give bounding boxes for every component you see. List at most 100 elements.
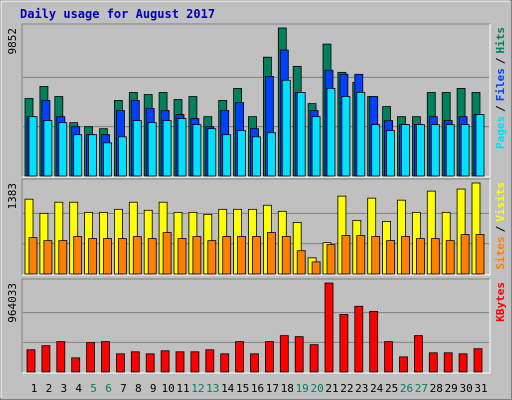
- bar: [339, 313, 349, 373]
- bar: [86, 342, 95, 373]
- legend-entry: Hits: [494, 27, 507, 54]
- x-tick-label: 9: [150, 382, 157, 395]
- panel-edge: [22, 279, 491, 374]
- panel-edge: [21, 178, 490, 275]
- bar: [458, 353, 468, 373]
- x-tick-label: 28: [430, 382, 443, 395]
- bar: [56, 341, 66, 373]
- legend-entry: Pages: [494, 116, 507, 149]
- bar: [281, 236, 291, 275]
- bar: [28, 237, 38, 275]
- bar: [177, 118, 187, 177]
- x-tick-label: 31: [474, 382, 487, 395]
- bar: [103, 238, 112, 275]
- bar: [130, 351, 140, 373]
- legend-separator: /: [494, 105, 507, 112]
- bar: [326, 244, 336, 275]
- x-tick-label: 4: [75, 382, 82, 395]
- bar: [222, 134, 232, 177]
- bar: [220, 353, 230, 373]
- bar: [101, 341, 110, 373]
- bar: [371, 124, 381, 177]
- bar: [26, 349, 36, 373]
- x-tick-label: 1: [31, 382, 38, 395]
- bar: [252, 236, 261, 275]
- bar: [264, 341, 274, 373]
- bar: [43, 240, 53, 275]
- bar: [296, 250, 306, 275]
- bar: [430, 124, 440, 177]
- y-tick-label: 964033: [6, 283, 19, 323]
- panel-edge: [21, 23, 490, 177]
- x-tick-label: 6: [105, 382, 112, 395]
- x-tick-label: 18: [281, 382, 294, 395]
- bar: [266, 132, 276, 177]
- bar: [445, 240, 455, 275]
- x-tick-label: 19: [296, 382, 309, 395]
- y-tick-label: 9852: [6, 28, 19, 55]
- legend-entry: Files: [494, 68, 507, 101]
- x-tick-label: 15: [236, 382, 249, 395]
- bar: [413, 335, 423, 373]
- x-tick-label: 30: [459, 382, 472, 395]
- x-tick-label: 26: [400, 382, 413, 395]
- bar: [28, 116, 38, 177]
- bar: [324, 282, 334, 373]
- bar: [132, 236, 142, 275]
- bar: [460, 234, 470, 275]
- bar: [294, 336, 304, 373]
- bar: [281, 79, 291, 177]
- bar: [445, 124, 455, 177]
- x-tick-label: 7: [120, 382, 127, 395]
- bar: [386, 130, 396, 177]
- bar: [356, 92, 366, 177]
- bar: [190, 351, 200, 373]
- x-tick-label: 5: [90, 382, 97, 395]
- bar: [266, 232, 276, 275]
- chart-title: Daily usage for August 2017: [20, 7, 215, 21]
- bar: [311, 116, 321, 177]
- bar: [386, 240, 396, 275]
- legend-entry: Sites: [494, 236, 507, 269]
- x-tick-label: 13: [206, 382, 219, 395]
- bar: [71, 357, 81, 373]
- bar: [475, 234, 485, 275]
- bar: [279, 335, 289, 373]
- bar: [73, 236, 83, 275]
- legend-separator: /: [494, 225, 507, 232]
- bar: [177, 238, 187, 275]
- bar: [175, 351, 185, 373]
- bar: [207, 128, 217, 177]
- x-tick-label: 8: [135, 382, 142, 395]
- legend: Pages / Files / Hits: [494, 27, 507, 149]
- panel-edge: [21, 278, 490, 373]
- x-tick-label: 17: [266, 382, 279, 395]
- bar: [58, 240, 68, 275]
- legend: KBytes: [494, 282, 507, 322]
- x-tick-label: 12: [191, 382, 204, 395]
- bar: [147, 122, 157, 177]
- bar: [326, 88, 336, 177]
- bar: [354, 305, 364, 373]
- bar: [371, 236, 381, 275]
- bar: [207, 240, 217, 275]
- x-tick-label: 23: [355, 382, 368, 395]
- bar: [443, 352, 453, 373]
- bar: [205, 349, 215, 373]
- bar: [118, 136, 127, 177]
- bar: [460, 124, 470, 177]
- bar: [415, 238, 425, 275]
- bar: [237, 236, 247, 275]
- x-tick-label: 21: [325, 382, 338, 395]
- bar: [401, 236, 410, 275]
- panel-edge: [22, 179, 491, 276]
- bar: [369, 310, 379, 373]
- bar: [162, 120, 172, 177]
- bar: [132, 120, 142, 177]
- x-tick-label: 24: [370, 382, 384, 395]
- legend: Sites / Visits: [494, 182, 507, 270]
- bar: [41, 345, 51, 373]
- bar: [237, 130, 247, 177]
